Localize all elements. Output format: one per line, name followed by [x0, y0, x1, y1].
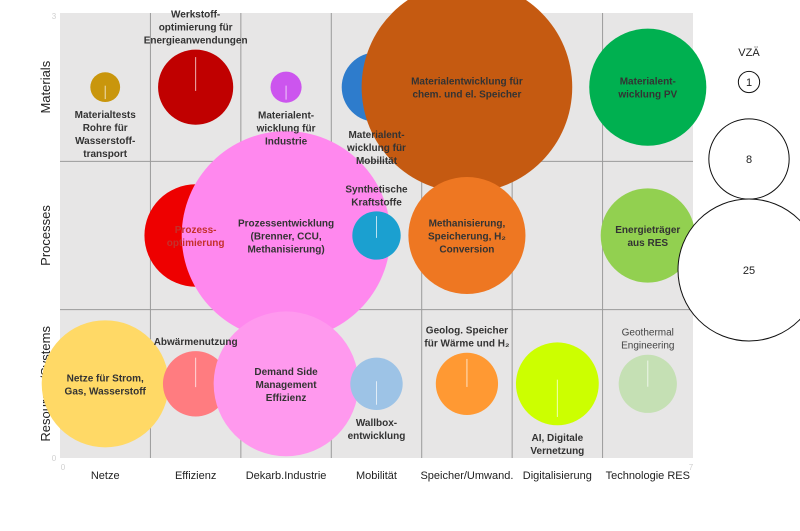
column-label: Technologie RES [606, 470, 690, 482]
bubble-label: wicklung für [346, 143, 406, 154]
bubble-label: Geolog. Speicher [426, 326, 508, 337]
bubble-label: Wasserstoff- [75, 136, 135, 147]
bubble [41, 320, 169, 448]
bubble-label: Methanisierung) [247, 245, 324, 256]
bubble-label: entwicklung [348, 431, 406, 442]
bubble-label: Vernetzung [530, 446, 584, 457]
legend-label: 1 [746, 77, 752, 89]
bubble-label: Werkstoff- [171, 10, 220, 21]
bubble-label: Materialent- [258, 111, 314, 122]
row-label: Materials [38, 60, 53, 113]
bubble [589, 28, 707, 146]
bubble-label: Wallbox- [356, 418, 397, 429]
column-label: Dekarb.Industrie [246, 470, 327, 482]
bubble-label: transport [83, 149, 128, 160]
bubble-label: (Brenner, CCU, [251, 232, 322, 243]
bubble-label: Materialentwicklung für [411, 77, 523, 88]
bubble-label: Energieanwendungen [144, 36, 248, 47]
bubble-label: Prozess- [175, 225, 217, 236]
row-label: Processes [38, 205, 53, 266]
column-label: Effizienz [175, 470, 216, 482]
bubble-label: aus RES [627, 238, 668, 249]
bubble-label: Effizienz [266, 393, 307, 404]
bubble-label: Engineering [621, 341, 674, 352]
bubble-label: Netze für Strom, [67, 373, 144, 384]
bubble-label: Abwärmenutzung [154, 337, 238, 348]
x-tick-label: 7 [689, 463, 694, 472]
bubble-label: chem. und el. Speicher [412, 90, 521, 101]
x-tick-label: 0 [61, 463, 66, 472]
bubble-label: Geothermal [622, 328, 674, 339]
bubble-label: Management [256, 380, 318, 391]
bubble-label: Energieträger [615, 225, 680, 236]
bubble-label: optimierung [167, 238, 225, 249]
bubble-label: optimierung für [159, 23, 233, 34]
label-layer: Materialtests Rohre für Wasserstoff-transp… [65, 10, 681, 458]
column-label: Mobilität [356, 470, 397, 482]
y-tick-label: 3 [52, 12, 57, 21]
bubble-label: für Wärme und H₂ [424, 339, 509, 350]
bubble-label: Kraftstoffe [351, 197, 402, 208]
legend: VZÄ 1 8 25 [677, 47, 800, 342]
legend-circle [677, 198, 800, 342]
legend-circle [737, 70, 761, 94]
legend-label: 8 [746, 154, 752, 166]
bubble-label: AI, Digitale [532, 433, 584, 444]
bubble-label: Prozessentwicklung [238, 219, 334, 230]
bubble [408, 176, 526, 295]
bubble-label: Industrie [265, 137, 308, 148]
bubble [213, 311, 359, 457]
bubble-label: Materialent- [620, 77, 676, 88]
legend-title: VZÄ [738, 47, 760, 59]
bubble-layer [41, 0, 707, 457]
column-label: Speicher/Umwand. [420, 470, 513, 482]
column-label: Digitalisierung [523, 470, 592, 482]
column-label: Netze [91, 470, 120, 482]
legend-label: 25 [743, 265, 755, 277]
bubble [600, 188, 695, 283]
bubble-label: Gas, Wasserstoff [65, 386, 147, 397]
bubble-label: Materialent- [348, 130, 404, 141]
y-tick-label: 0 [52, 454, 57, 463]
bubble-label: wicklung PV [617, 90, 677, 101]
bubble-label: Mobilität [356, 156, 398, 167]
bubble-label: Demand Side [254, 367, 318, 378]
bubble-label: Methanisierung, [429, 219, 506, 230]
bubble-label: Materialtests [75, 110, 137, 121]
bubble-label: Synthetische [345, 184, 408, 195]
bubble-label: wicklung für [256, 124, 316, 135]
bubble-label: Conversion [439, 245, 494, 256]
bubble [361, 0, 573, 193]
bubble-label: Speicherung, H₂ [428, 232, 506, 243]
bubble [181, 131, 391, 340]
bubble-label: Rohre für [83, 123, 128, 134]
